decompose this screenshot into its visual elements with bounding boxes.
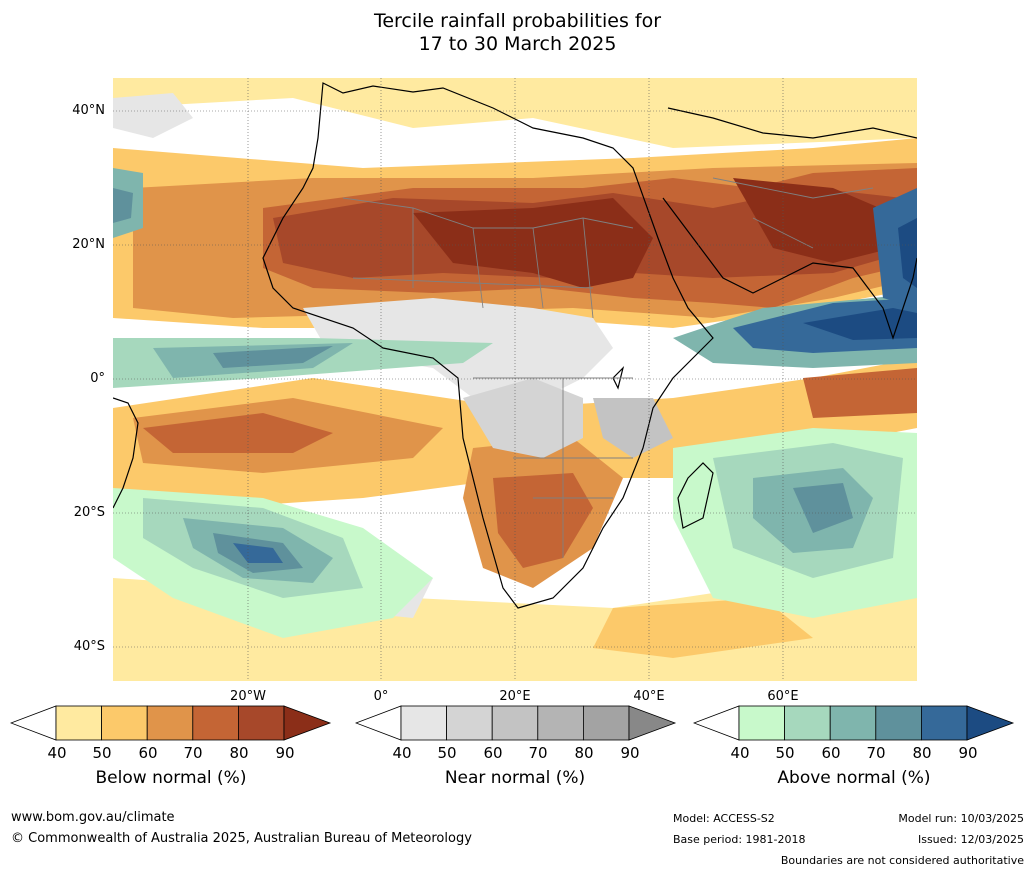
tick-label: 80	[574, 744, 594, 762]
below-normal-shading	[113, 78, 917, 681]
below-normal-colorbar	[10, 705, 332, 741]
colorbar-segment	[146, 705, 194, 741]
graticule	[113, 78, 917, 681]
near-normal-title: Near normal (%)	[444, 768, 586, 788]
lon-label-60e: 60°E	[767, 689, 799, 704]
africa-coastline	[262, 82, 714, 609]
tick-label: 90	[275, 744, 295, 762]
above-normal-title: Above normal (%)	[777, 768, 931, 788]
rainfall-probability-map	[113, 78, 917, 681]
footer-base-period: Base period: 1981-2018	[673, 833, 806, 846]
tick-label: 90	[620, 744, 640, 762]
lon-label-20w: 20°W	[230, 689, 266, 704]
tick-label: 70	[528, 744, 548, 762]
lat-label-40s: 40°S	[73, 639, 105, 654]
footer-model-run: Model run: 10/03/2025	[898, 812, 1024, 825]
coastlines	[113, 82, 917, 609]
tick-label: 60	[138, 744, 158, 762]
tick-label: 60	[821, 744, 841, 762]
eurasia-coastline	[667, 107, 917, 139]
colorbar-segment	[875, 705, 922, 741]
colorbar-segment	[829, 705, 877, 741]
colorbar-segment	[400, 705, 447, 741]
south-america-coastline	[113, 397, 139, 509]
colorbar-lower-arrow	[355, 705, 402, 741]
lon-label-20e: 20°E	[499, 689, 531, 704]
below-normal-title: Below normal (%)	[95, 768, 247, 788]
tick-label: 40	[392, 744, 412, 762]
footer-disclaimer: Boundaries are not considered authoritat…	[780, 854, 1024, 867]
lat-label-20s: 20°S	[73, 505, 105, 520]
colorbar-segment	[738, 705, 785, 741]
colorbar-segment	[784, 705, 831, 741]
title-line-1: Tercile rainfall probabilities for	[373, 10, 662, 32]
arabia-india-coastline	[662, 197, 917, 340]
tick-label: 50	[437, 744, 457, 762]
footer-url: www.bom.gov.au/climate	[11, 810, 175, 825]
colorbar-upper-arrow	[283, 705, 332, 741]
tick-label: 40	[730, 744, 750, 762]
colorbar-lower-arrow	[693, 705, 740, 741]
above-normal-colorbar	[693, 705, 1015, 741]
country-borders	[342, 177, 874, 558]
tick-label: 90	[958, 744, 978, 762]
tick-label: 50	[92, 744, 112, 762]
colorbar-segment	[446, 705, 493, 741]
tick-label: 40	[47, 744, 67, 762]
footer-copyright: © Commonwealth of Australia 2025, Austra…	[11, 831, 472, 846]
colorbar-segment	[55, 705, 102, 741]
lat-label-40n: 40°N	[72, 103, 105, 118]
madagascar-coastline	[677, 462, 714, 529]
tick-label: 50	[775, 744, 795, 762]
above-normal-shading	[113, 168, 917, 638]
lon-label-40e: 40°E	[633, 689, 665, 704]
colorbar-segment	[537, 705, 584, 741]
title-line-2: 17 to 30 March 2025	[418, 33, 617, 55]
footer-model: Model: ACCESS-S2	[673, 812, 775, 825]
footer-issued: Issued: 12/03/2025	[917, 833, 1024, 846]
colorbar-segment	[101, 705, 148, 741]
tick-label: 80	[229, 744, 249, 762]
colorbar-segment	[491, 705, 539, 741]
lat-label-20n: 20°N	[72, 237, 105, 252]
colorbar-upper-arrow	[628, 705, 677, 741]
lon-label-0: 0°	[373, 689, 389, 704]
colorbar-segment	[582, 705, 630, 741]
near-normal-colorbar	[355, 705, 677, 741]
tick-label: 60	[483, 744, 503, 762]
colorbar-upper-arrow	[966, 705, 1015, 741]
map-title: Tercile rainfall probabilities for 17 to…	[0, 10, 1035, 56]
tick-label: 70	[183, 744, 203, 762]
tick-label: 80	[912, 744, 932, 762]
colorbar-segment	[237, 705, 285, 741]
tick-label: 70	[866, 744, 886, 762]
lat-label-equator: 0°	[90, 371, 105, 386]
colorbar-lower-arrow	[10, 705, 57, 741]
colorbar-segment	[192, 705, 239, 741]
colorbar-segment	[920, 705, 968, 741]
